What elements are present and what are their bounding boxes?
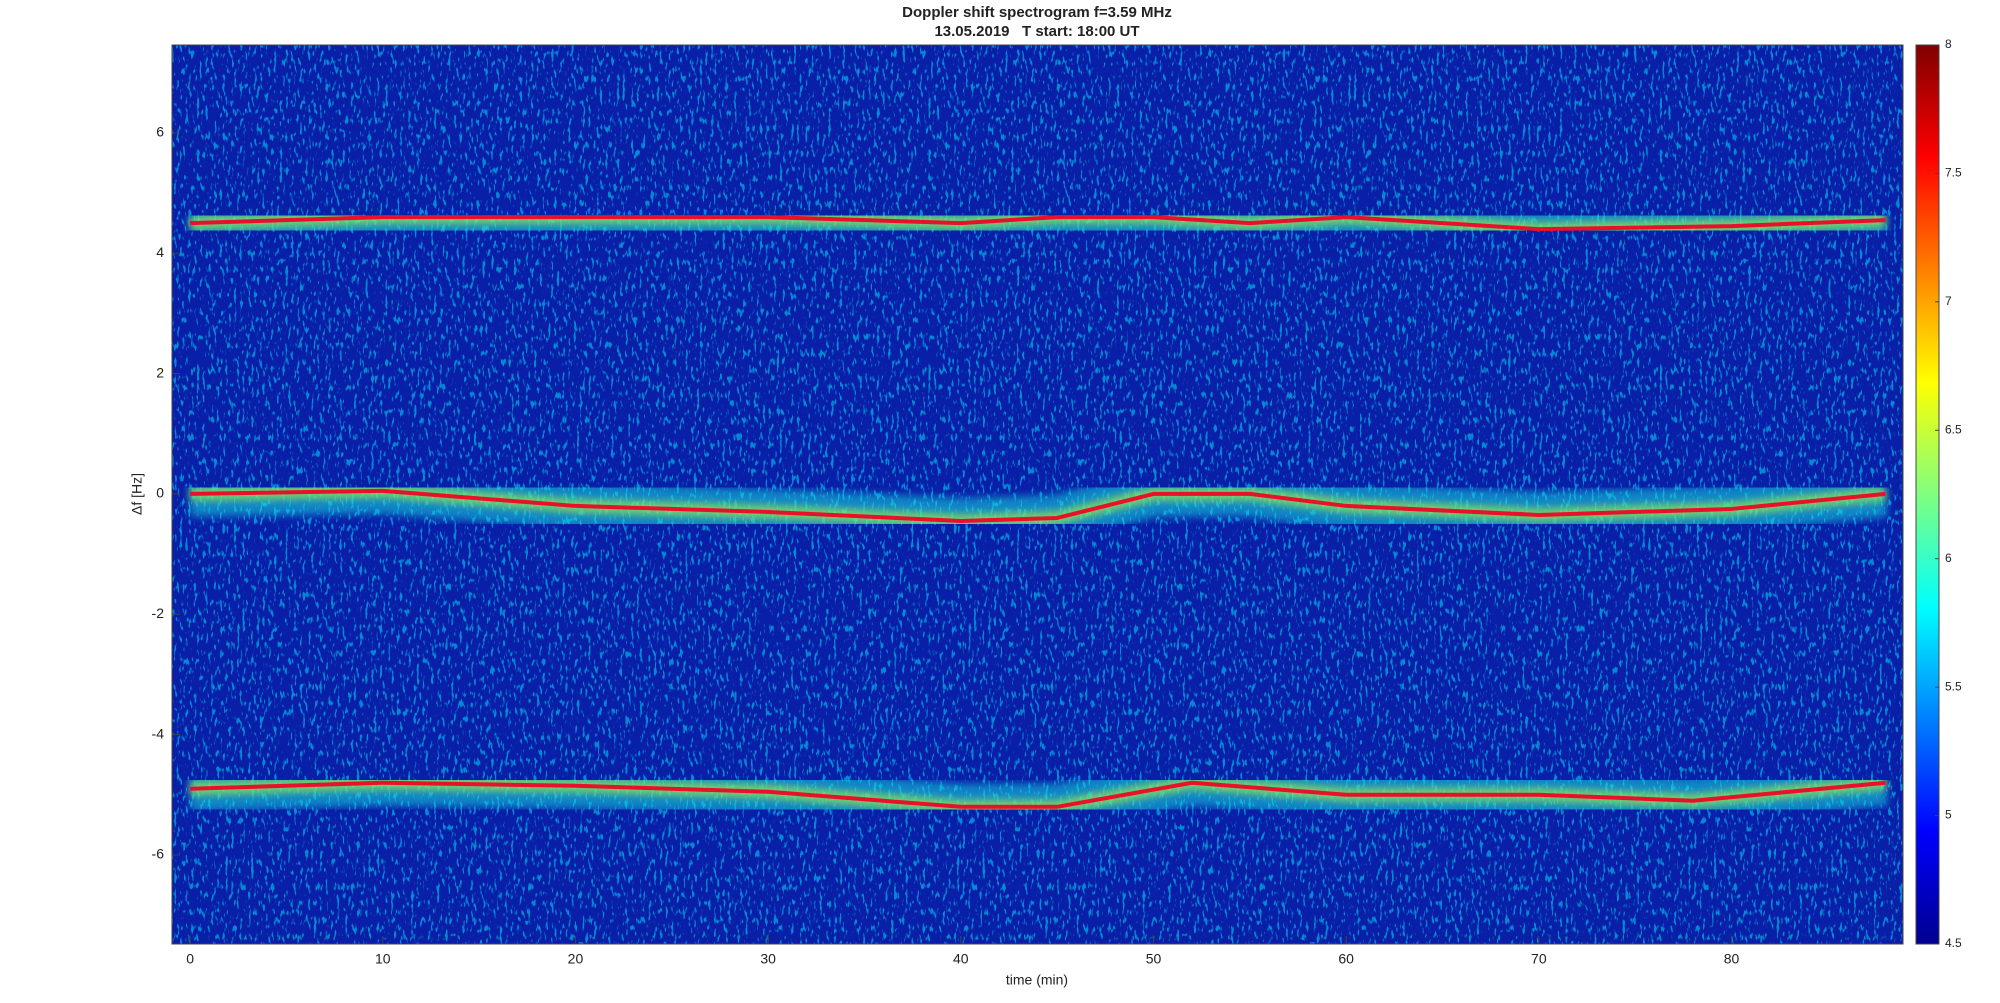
colorbar-tick-label: 7.5 bbox=[1945, 166, 1962, 180]
x-tick-label: 0 bbox=[186, 951, 194, 967]
x-tick-label: 50 bbox=[1146, 951, 1162, 967]
y-axis-label: Δf [Hz] bbox=[129, 473, 145, 515]
colorbar-tick-label: 4.5 bbox=[1945, 936, 1962, 950]
colorbar-tick-label: 5 bbox=[1945, 808, 1952, 822]
colorbar-tick-label: 7 bbox=[1945, 294, 1952, 308]
traces bbox=[189, 194, 1888, 830]
y-tick-label: 2 bbox=[156, 364, 164, 380]
trace-line bbox=[190, 488, 1886, 523]
x-tick-label: 40 bbox=[953, 951, 969, 967]
y-tick-label: -6 bbox=[152, 846, 165, 862]
chart-title: Doppler shift spectrogram f=3.59 MHz bbox=[902, 4, 1172, 21]
chart-subtitle: 13.05.2019 T start: 18:00 UT bbox=[934, 23, 1139, 40]
x-tick-label: 20 bbox=[568, 951, 584, 967]
y-tick-label: -2 bbox=[152, 605, 165, 621]
y-tick-label: 6 bbox=[156, 124, 164, 140]
colorbar-tick-label: 5.5 bbox=[1945, 679, 1962, 693]
x-tick-label: 30 bbox=[760, 951, 776, 967]
colorbar bbox=[1915, 44, 1940, 945]
colorbar-tick-label: 6.5 bbox=[1945, 422, 1962, 436]
y-tick-label: -4 bbox=[152, 725, 165, 741]
x-axis-label: time (min) bbox=[1006, 972, 1068, 988]
trace-line bbox=[190, 780, 1886, 809]
y-tick-label: 0 bbox=[156, 485, 164, 501]
trace-line bbox=[190, 215, 1886, 232]
x-tick-label: 80 bbox=[1724, 951, 1740, 967]
y-tick-label: 4 bbox=[156, 244, 164, 260]
x-tick-label: 10 bbox=[375, 951, 391, 967]
x-tick-label: 70 bbox=[1531, 951, 1547, 967]
x-tick-label: 60 bbox=[1338, 951, 1354, 967]
colorbar-tick-label: 8 bbox=[1945, 37, 1952, 51]
colorbar-tick-label: 6 bbox=[1945, 551, 1952, 565]
plot-frame bbox=[171, 44, 1904, 945]
